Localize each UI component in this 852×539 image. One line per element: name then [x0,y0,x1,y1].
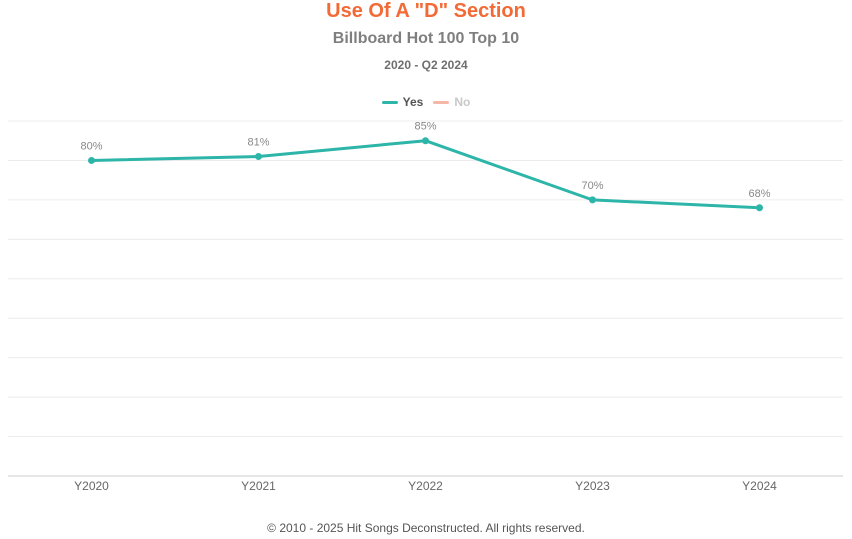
series-yes: 80% 81% 85% 70% 68% [80,121,771,212]
legend-swatch-no [433,100,450,104]
legend-item-no[interactable]: No [433,95,470,109]
data-label: 80% [80,140,102,152]
series-line [90,139,761,210]
data-label: 68% [748,188,770,200]
x-tick-label: Y2023 [575,479,610,493]
legend-item-yes[interactable]: Yes [381,95,424,109]
data-point[interactable] [422,137,429,145]
data-label: 81% [247,137,269,149]
chart-subtitle: Billboard Hot 100 Top 10 [332,30,520,47]
x-tick-label: Y2024 [742,479,777,493]
data-point[interactable] [88,156,95,164]
chart-title: Use Of A "D" Section [326,0,526,22]
legend-label-yes: Yes [402,95,424,109]
x-tick-label: Y2020 [74,479,109,493]
grid-lines [8,120,843,438]
legend-swatch-yes [381,100,398,104]
legend-label-no: No [454,95,471,109]
data-point[interactable] [255,153,262,160]
x-tick-label: Y2022 [408,479,443,493]
data-point[interactable] [756,204,763,212]
data-label: 70% [581,180,603,192]
data-label: 85% [414,121,436,133]
data-point[interactable] [589,196,596,204]
chart-date-range: 2020 - Q2 2024 [384,58,468,72]
legend: Yes No [0,95,852,109]
x-tick-label: Y2021 [241,479,276,493]
x-axis: Y2020 Y2021 Y2022 Y2023 Y2024 [8,475,843,493]
footer-copyright: © 2010 - 2025 Hit Songs Deconstructed. A… [267,521,585,535]
